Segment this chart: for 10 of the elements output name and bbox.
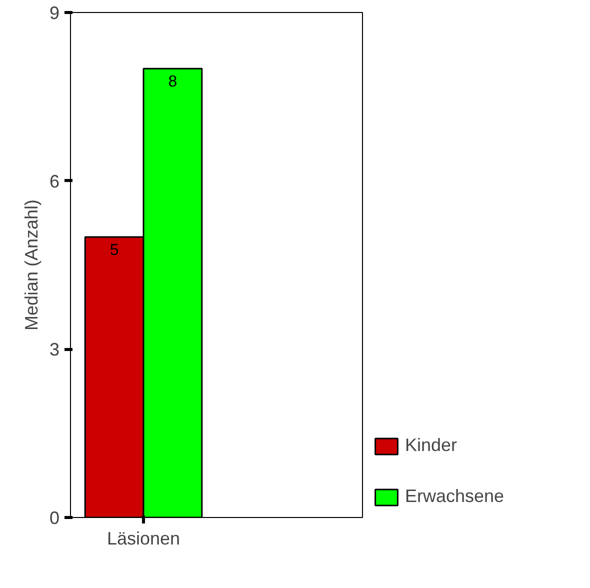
y-tick-label: 0	[49, 508, 60, 528]
data-label: 5	[110, 242, 119, 259]
data-label: 8	[168, 74, 178, 91]
y-tick-label: 9	[49, 3, 60, 23]
y-tick-label: 6	[49, 171, 60, 192]
legend-label: Erwachsene	[405, 486, 504, 507]
y-tick-label: 3	[49, 340, 60, 360]
x-tick-label: Läsionen	[106, 528, 180, 548]
legend-label: Kinder	[405, 435, 458, 456]
y-axis-title: Median (Anzahl)	[21, 199, 42, 331]
